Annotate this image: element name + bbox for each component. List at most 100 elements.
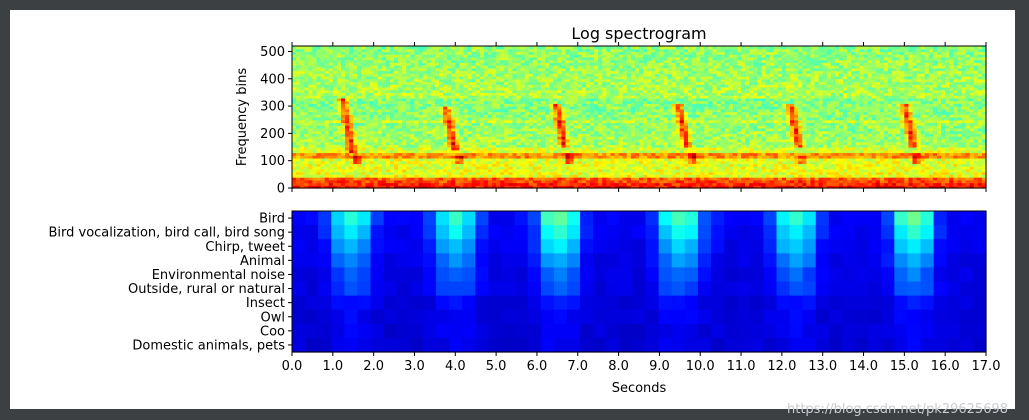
spectrogram-cell: [516, 133, 522, 137]
spectrogram-cell: [516, 114, 522, 118]
spectrogram-cell: [365, 76, 371, 80]
spectrogram-cell: [549, 67, 554, 72]
spectrogram-cell: [455, 76, 460, 80]
spectrogram-cell: [532, 89, 538, 94]
spectrogram-cell: [312, 166, 318, 170]
spectrogram-cell: [520, 76, 526, 80]
spectrogram-cell: [549, 182, 554, 186]
spectrogram-cell: [336, 138, 342, 143]
spectrogram-cell: [361, 166, 367, 170]
spectrogram-cell: [377, 46, 383, 50]
spectrogram-cell: [524, 130, 530, 134]
spectrogram-cell: [377, 78, 383, 83]
spectrogram-cell: [520, 177, 526, 181]
spectrogram-cell: [565, 147, 571, 151]
spectrogram-cell: [426, 133, 432, 137]
spectrogram-cell: [561, 171, 567, 175]
spectrogram-cell: [369, 100, 375, 104]
spectrogram-cell: [324, 185, 330, 189]
spectrogram-cell: [332, 70, 338, 74]
spectrogram-cell: [373, 92, 379, 96]
spectrogram-cell: [418, 149, 424, 154]
spectrogram-cell: [304, 166, 309, 170]
spectrogram-cell: [320, 92, 326, 96]
spectrogram-cell: [434, 157, 440, 162]
spectrogram-cell: [430, 155, 436, 159]
spectrogram-cell: [406, 62, 411, 66]
spectrogram-cell: [447, 155, 452, 159]
spectrogram-cell: [353, 127, 358, 132]
spectrogram-cell: [357, 163, 362, 167]
spectrogram-cell: [394, 136, 399, 140]
spectrogram-cell: [336, 67, 342, 72]
spectrogram-cell: [479, 179, 485, 184]
spectrogram-cell: [557, 160, 563, 165]
spectrogram-cell: [508, 76, 514, 80]
spectrogram-cell: [410, 185, 416, 189]
spectrogram-cell: [422, 138, 428, 143]
spectrogram-cell: [426, 89, 432, 94]
spectrogram-cell: [528, 133, 534, 137]
spectrogram-cell: [532, 144, 538, 148]
spectrogram-cell: [573, 122, 579, 126]
spectrogram-cell: [332, 157, 338, 162]
spectrogram-cell: [557, 103, 563, 107]
spectrogram-cell: [332, 149, 338, 154]
spectrogram-cell: [487, 78, 493, 83]
spectrogram-cell: [349, 62, 354, 66]
spectrogram-cell: [459, 179, 465, 184]
spectrogram-cell: [292, 78, 297, 83]
spectrogram-cell: [324, 70, 330, 74]
spectrogram-cell: [459, 106, 465, 110]
spectrogram-cell: [398, 76, 403, 80]
spectrogram-cell: [455, 59, 460, 63]
spectrogram-cell: [373, 117, 379, 121]
spectrogram-cell: [581, 81, 587, 85]
spectrogram-cell: [585, 111, 591, 115]
spectrogram-cell: [447, 160, 452, 165]
spectrogram-cell: [414, 149, 420, 154]
spectrogram-cell: [483, 152, 489, 156]
spectrogram-cell: [553, 92, 558, 96]
spectrogram-cell: [320, 171, 326, 175]
spectrogram-cell: [585, 177, 591, 181]
spectrogram-cell: [443, 54, 448, 58]
spectrogram-cell: [500, 141, 505, 145]
spectrogram-cell: [308, 100, 314, 104]
spectrogram-cell: [520, 89, 526, 94]
spectrogram-cell: [504, 157, 509, 162]
spectrogram-cell: [512, 130, 518, 134]
spectrogram-cell: [324, 51, 330, 55]
spectrogram-cell: [569, 106, 575, 110]
spectrogram-cell: [434, 182, 440, 186]
spectrogram-cell: [389, 56, 395, 61]
spectrogram-cell: [504, 78, 509, 83]
spectrogram-cell: [459, 168, 465, 173]
spectrogram-cell: [324, 59, 330, 63]
spectrogram-cell: [443, 160, 448, 165]
spectrogram-cell: [332, 67, 338, 72]
spectrogram-cell: [377, 76, 383, 80]
spectrogram-cell: [483, 157, 489, 162]
spectrogram-cell: [496, 136, 501, 140]
spectrogram-cell: [406, 127, 411, 132]
spectrogram-cell: [508, 185, 514, 189]
spectrogram-cell: [381, 108, 387, 113]
spectrogram-cell: [398, 168, 403, 173]
spectrogram-cell: [549, 46, 554, 50]
spectrogram-cell: [304, 179, 309, 184]
spectrogram-cell: [402, 179, 407, 184]
spectrogram-cell: [549, 160, 554, 165]
spectrogram-cell: [406, 92, 411, 96]
spectrogram-cell: [492, 171, 497, 175]
spectrogram-cell: [414, 46, 420, 50]
spectrogram-cell: [385, 157, 391, 162]
spectrogram-cell: [312, 163, 318, 167]
spectrogram-cell: [332, 81, 338, 85]
spectrogram-cell: [545, 141, 550, 145]
spectrogram-cell: [463, 119, 469, 124]
spectrogram-cell: [406, 46, 411, 50]
spectrogram-cell: [451, 177, 456, 181]
spectrogram-cell: [479, 67, 485, 72]
spectrogram-cell: [565, 76, 571, 80]
